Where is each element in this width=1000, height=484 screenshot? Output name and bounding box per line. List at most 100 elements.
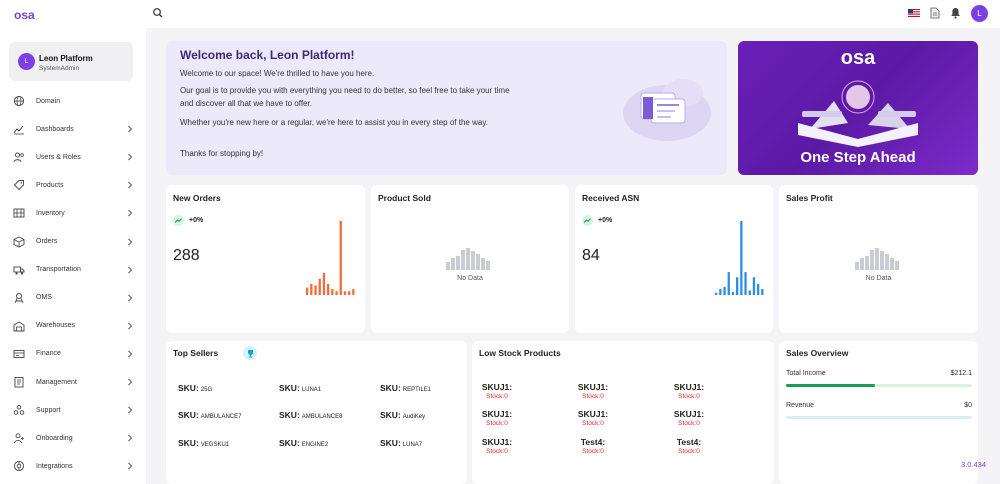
low-stock-item[interactable]: SKUJ1: Stock:0 — [573, 382, 613, 400]
stat-card-received-asn: Received ASN +0% 84 — [575, 185, 773, 333]
welcome-line: Thanks for stopping by! — [180, 149, 264, 158]
low-stock-count: Stock:0 — [582, 420, 604, 427]
oms-icon — [14, 292, 24, 303]
revenue-bar — [786, 416, 972, 419]
welcome-line: Welcome to our space! We're thrilled to … — [180, 69, 375, 78]
tag-icon — [13, 180, 24, 191]
chevron-right-icon — [128, 322, 133, 330]
sku-value: AudiKey — [402, 414, 426, 420]
low-stock-item[interactable]: Test4: Stock:0 — [669, 437, 709, 455]
svg-text:osa: osa — [14, 9, 35, 20]
trend-value: +0% — [189, 217, 204, 224]
top-seller-item[interactable]: SKU: 25G — [178, 383, 212, 393]
sidebar-item-products[interactable]: Products — [13, 178, 133, 192]
chart-bar — [310, 283, 313, 295]
language-flag-icon[interactable] — [908, 8, 920, 19]
chart-bar — [723, 286, 726, 295]
low-stock-item[interactable]: SKUJ1: Stock:0 — [669, 382, 709, 400]
top-seller-item[interactable]: SKU: AMBULANCE8 — [279, 410, 342, 420]
sku-prefix: SKU: — [178, 410, 199, 420]
document-icon[interactable] — [930, 7, 940, 21]
low-stock-count: Stock:0 — [582, 448, 604, 455]
chevron-right-icon — [128, 125, 133, 133]
app-logo[interactable]: osa — [14, 8, 42, 22]
user-avatar[interactable]: L — [971, 5, 988, 22]
search-icon[interactable] — [152, 7, 164, 19]
low-stock-item[interactable]: SKUJ1: Stock:0 — [573, 409, 613, 427]
low-stock-item[interactable]: SKUJ1: Stock:0 — [477, 382, 517, 400]
sidebar-item-management[interactable]: Management — [13, 375, 133, 389]
low-stock-sku: Test4: — [676, 437, 702, 447]
sku-prefix: SKU: — [380, 410, 401, 420]
sidebar-item-label: Inventory — [36, 209, 65, 217]
stat-card-sales-profit: Sales Profit No Data — [779, 185, 978, 333]
revenue-row: Revenue $0 — [786, 402, 972, 419]
sidebar-item-transportation[interactable]: Transportation — [13, 263, 133, 277]
revenue-value: $0 — [964, 402, 972, 409]
stat-title: Product Sold — [378, 193, 431, 203]
top-seller-item[interactable]: SKU: REPTILE1 — [380, 383, 431, 393]
top-seller-item[interactable]: SKU: LUNA7 — [380, 438, 422, 448]
chevron-right-icon — [128, 294, 133, 302]
top-seller-item[interactable]: SKU: LUNA1 — [279, 383, 321, 393]
sales-overview-card: Sales Overview Total Income $212.1 Reven… — [779, 341, 978, 484]
chart-bar — [322, 272, 326, 295]
top-seller-item[interactable]: SKU: AudiKey — [380, 410, 425, 420]
sidebar-item-label: Transportation — [36, 266, 81, 274]
sidebar-item-support[interactable]: Support — [13, 403, 133, 417]
low-stock-sku: SKUJ1: — [481, 437, 513, 447]
total-income-row: Total Income $212.1 — [786, 370, 972, 387]
sidebar-item-oms[interactable]: OMS — [13, 291, 133, 305]
trend-indicator: +0% — [582, 215, 612, 226]
sidebar-item-users-roles[interactable]: Users & Roles — [13, 150, 133, 164]
chevron-right-icon — [128, 462, 133, 470]
inventory-icon — [13, 208, 25, 218]
sidebar-item-warehouses[interactable]: Warehouses — [13, 319, 133, 333]
top-seller-item[interactable]: SKU: ENGINE2 — [279, 438, 328, 448]
low-stock-item[interactable]: SKUJ1: Stock:0 — [477, 437, 517, 455]
chart-line-icon — [13, 125, 24, 135]
stat-title: Sales Profit — [786, 193, 833, 203]
section-title: Top Sellers — [173, 348, 219, 358]
chart-bar — [740, 221, 743, 295]
sidebar: L Leon Platform SystemAdmin Domain Dashbo… — [0, 28, 146, 484]
sidebar-item-dashboards[interactable]: Dashboards — [13, 122, 133, 136]
sidebar-item-onboarding[interactable]: Onboarding — [13, 431, 133, 445]
box-icon — [13, 235, 25, 248]
chart-bar — [327, 283, 330, 295]
no-data-icon — [855, 248, 899, 270]
sidebar-item-orders[interactable]: Orders — [13, 235, 133, 249]
welcome-line: Our goal is to provide you with everythi… — [180, 86, 510, 108]
low-stock-count: Stock:0 — [486, 448, 508, 455]
sidebar-item-integrations[interactable]: Integrations — [13, 459, 133, 473]
avatar: L — [18, 53, 35, 70]
sku-prefix: SKU: — [380, 438, 401, 448]
chart-bar — [339, 221, 342, 295]
sku-prefix: SKU: — [279, 410, 300, 420]
version-label: 3.0.434 — [960, 460, 986, 469]
top-bar: osa L — [0, 0, 1000, 28]
bell-icon[interactable] — [950, 7, 961, 21]
chevron-right-icon — [128, 266, 133, 273]
sku-value: AMBULANCE7 — [200, 414, 242, 420]
low-stock-item[interactable]: SKUJ1: Stock:0 — [477, 409, 517, 427]
chevron-right-icon — [128, 238, 133, 245]
chart-bar — [318, 278, 321, 295]
low-stock-item[interactable]: Test4: Stock:0 — [573, 437, 613, 455]
section-title: Low Stock Products — [479, 348, 561, 358]
low-stock-count: Stock:0 — [582, 393, 604, 400]
sidebar-item-finance[interactable]: Finance — [13, 347, 133, 361]
low-stock-item[interactable]: SKUJ1: Stock:0 — [669, 409, 709, 427]
top-seller-item[interactable]: SKU: VEGSKU1 — [178, 438, 229, 448]
user-card[interactable]: L Leon Platform SystemAdmin — [9, 42, 133, 81]
sku-value: AMBULANCE8 — [301, 414, 343, 420]
top-seller-item[interactable]: SKU: AMBULANCE7 — [178, 410, 241, 420]
welcome-illustration — [621, 71, 713, 147]
onboarding-icon — [14, 433, 24, 444]
sku-prefix: SKU: — [380, 383, 401, 393]
promo-banner: osa One Step Ahead — [738, 41, 978, 175]
sidebar-item-domain[interactable]: Domain — [13, 94, 133, 108]
sidebar-item-inventory[interactable]: Inventory — [13, 206, 133, 220]
low-stock-sku: SKUJ1: — [481, 409, 513, 419]
chevron-right-icon — [128, 153, 133, 161]
